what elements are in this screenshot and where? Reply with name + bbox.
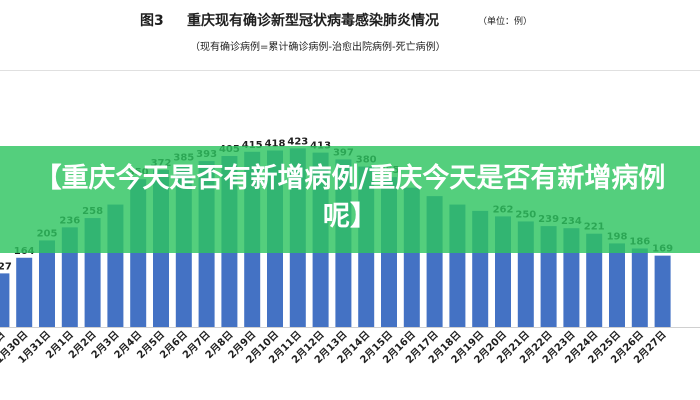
chart-header: 图3 重庆现有确诊新型冠状病毒感染肺炎情况 （单位：例） （现有确诊病例=累计确…	[0, 0, 700, 60]
bar	[586, 233, 603, 327]
bar-value-label: 423	[287, 136, 308, 147]
bar	[631, 248, 648, 327]
figure-number: 图3	[140, 13, 164, 29]
bar	[16, 257, 33, 327]
bar-value-label: 418	[265, 139, 286, 150]
headline-text: 【重庆今天是否有新增病例/重庆今天是否有新增病例呢】	[34, 163, 666, 232]
chart-title: 重庆现有确诊新型冠状病毒感染肺炎情况	[187, 13, 439, 29]
chart-unit: （单位：例）	[478, 17, 533, 27]
headline-banner: 【重庆今天是否有新增病例/重庆今天是否有新增病例呢】	[0, 146, 700, 253]
bar-value-label: 415	[242, 140, 263, 151]
bar-value-label: 127	[0, 261, 12, 272]
chart-subtitle: （现有确诊病例=累计确诊病例-治愈出院病例-死亡病例）	[190, 42, 446, 53]
header-divider	[0, 70, 700, 71]
bar	[654, 255, 671, 327]
bar	[0, 273, 10, 327]
bar	[39, 240, 55, 327]
bar	[609, 243, 625, 327]
